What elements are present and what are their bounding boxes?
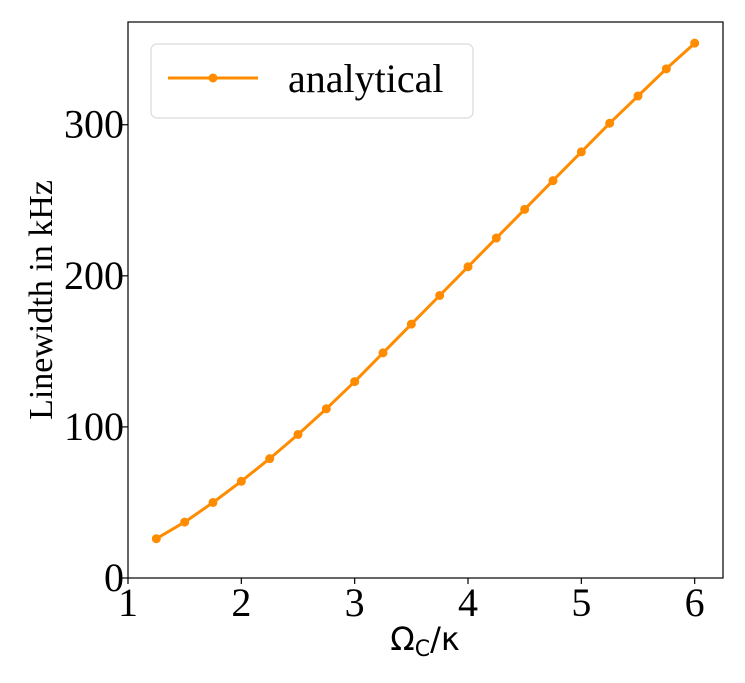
- x-axis-label-tail: /κ: [430, 620, 460, 658]
- axis-ticks: 1 2 3 4 5 6 0 100 200 300: [64, 102, 705, 625]
- data-point: [435, 290, 445, 300]
- data-point: [293, 429, 303, 439]
- y-tick-label: 100: [64, 404, 124, 449]
- data-point: [208, 497, 218, 507]
- data-point: [265, 454, 275, 464]
- x-tick-label: 3: [345, 580, 365, 625]
- x-axis-label: ΩC/κ: [390, 620, 460, 662]
- data-point: [180, 517, 190, 527]
- data-point: [378, 348, 388, 358]
- y-tick-label: 0: [104, 555, 124, 600]
- legend-label-analytical: analytical: [288, 56, 443, 101]
- data-point: [633, 91, 643, 101]
- data-point: [236, 476, 246, 486]
- plot-frame: [127, 21, 724, 579]
- y-tick-label: 300: [64, 102, 124, 147]
- x-axis-label-sub: C: [415, 637, 430, 662]
- data-point: [690, 38, 700, 48]
- data-point: [520, 204, 530, 214]
- data-point: [491, 233, 501, 243]
- y-axis-label: Linewidth in kHz: [23, 180, 60, 420]
- x-tick-label: 2: [231, 580, 251, 625]
- legend: analytical: [150, 43, 474, 119]
- y-tick-label: 200: [64, 253, 124, 298]
- legend-marker-analytical: [208, 73, 218, 83]
- legend-box: [150, 43, 474, 119]
- data-point: [605, 118, 615, 128]
- data-point: [576, 147, 586, 157]
- x-tick-label: 4: [458, 580, 478, 625]
- x-tick-label: 6: [685, 580, 705, 625]
- data-point: [463, 262, 473, 272]
- data-point: [548, 176, 558, 186]
- x-tick-label: 5: [571, 580, 591, 625]
- data-point: [350, 377, 360, 387]
- x-tick-label: 1: [118, 580, 138, 625]
- data-point: [321, 404, 331, 414]
- data-point: [151, 534, 161, 544]
- data-point: [661, 64, 671, 74]
- series-line-analytical: [155, 42, 696, 540]
- series-layer: [151, 38, 700, 544]
- data-point: [406, 319, 416, 329]
- x-axis-label-main: Ω: [390, 620, 414, 658]
